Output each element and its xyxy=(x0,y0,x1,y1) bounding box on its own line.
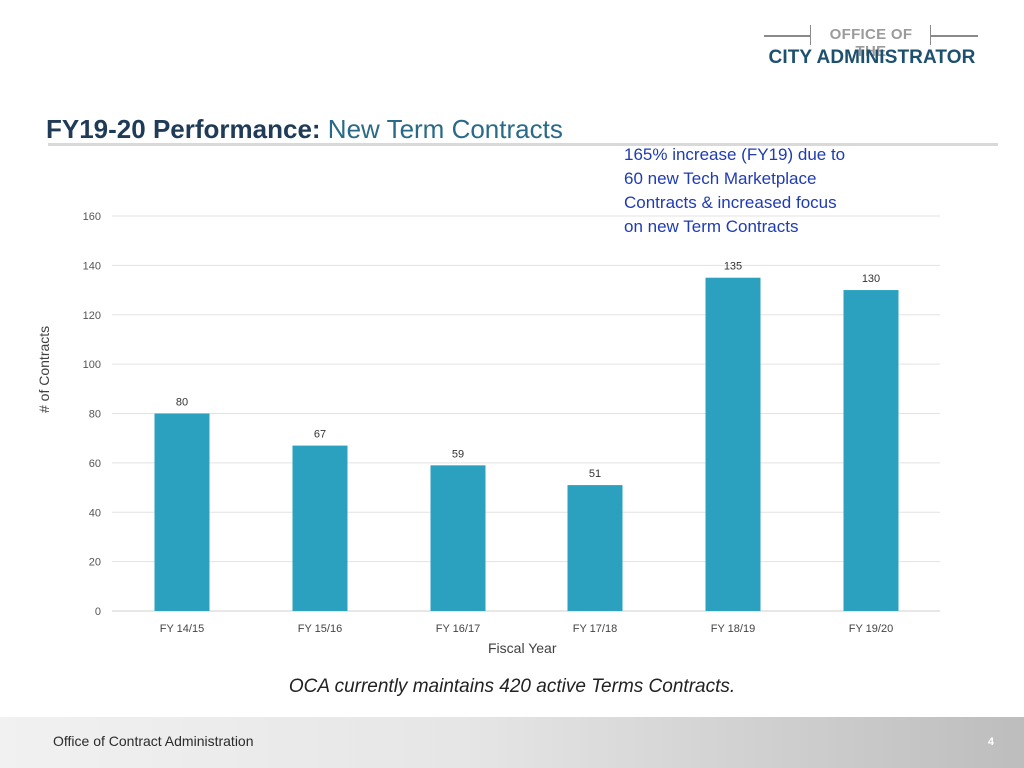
logo-top-text: OFFICE OF THE xyxy=(829,26,913,60)
y-axis-label: # of Contracts xyxy=(36,325,52,413)
y-tick-label: 40 xyxy=(89,507,101,519)
annotation-line: 165% increase (FY19) due to xyxy=(624,145,846,164)
bar xyxy=(843,290,899,611)
bar-value-label: 80 xyxy=(176,397,188,409)
title-sub: New Term Contracts xyxy=(327,114,563,144)
footer-bar: Office of Contract Administration 4 xyxy=(0,717,1024,768)
page-title: FY19-20 Performance: New Term Contracts xyxy=(46,114,563,145)
x-axis-label: Fiscal Year xyxy=(488,640,557,656)
summary-caption: OCA currently maintains 420 active Terms… xyxy=(288,676,736,697)
x-tick-label: FY 19/20 xyxy=(849,623,893,635)
x-tick-label: FY 15/16 xyxy=(298,623,342,635)
logo-rule-right xyxy=(930,35,978,37)
bar-value-label: 51 xyxy=(589,468,601,480)
bar-chart: 0 20 40 60 80 100 120 140 160 80 FY 14/15 67 FY 15/1… xyxy=(83,211,940,635)
x-tick-label: FY 17/18 xyxy=(573,623,617,635)
footer-org-name: Office of Contract Administration xyxy=(53,733,254,749)
x-tick-label: FY 18/19 xyxy=(711,623,755,635)
y-tick-label: 100 xyxy=(83,359,101,371)
annotation-line: Contracts & increased focus xyxy=(624,193,837,212)
y-tick-label: 20 xyxy=(89,557,101,569)
bar-value-label: 135 xyxy=(724,261,742,273)
x-tick-label: FY 14/15 xyxy=(160,623,204,635)
bar xyxy=(705,277,761,611)
page-number: 4 xyxy=(987,736,994,748)
bar-value-label: 67 xyxy=(314,429,326,441)
chart-annotation: 165% increase (FY19) due to 60 new Tech … xyxy=(624,143,884,239)
office-logo: OFFICE OF THE CITY ADMINISTRATOR xyxy=(764,22,980,70)
y-tick-label: 120 xyxy=(83,310,101,322)
y-tick-label: 60 xyxy=(89,458,101,470)
title-divider xyxy=(48,143,998,146)
logo-bottom-text: CITY ADMINISTRATOR xyxy=(768,47,976,68)
logo-tick-left xyxy=(810,25,811,45)
bar-value-label: 59 xyxy=(452,448,464,460)
annotation-line: 60 new Tech Marketplace xyxy=(624,169,817,188)
bar xyxy=(567,485,623,611)
y-tick-label: 160 xyxy=(83,211,101,223)
bar xyxy=(292,445,348,611)
y-tick-label: 140 xyxy=(83,260,101,272)
logo-rule-left xyxy=(764,35,810,37)
bar xyxy=(154,413,210,611)
x-tick-label: FY 16/17 xyxy=(436,623,480,635)
y-tick-label: 80 xyxy=(89,409,101,421)
bar-value-label: 130 xyxy=(862,273,880,285)
title-main: FY19-20 Performance: xyxy=(46,114,321,144)
bar xyxy=(430,465,486,611)
y-tick-label: 0 xyxy=(95,606,101,618)
annotation-line: on new Term Contracts xyxy=(624,217,799,236)
